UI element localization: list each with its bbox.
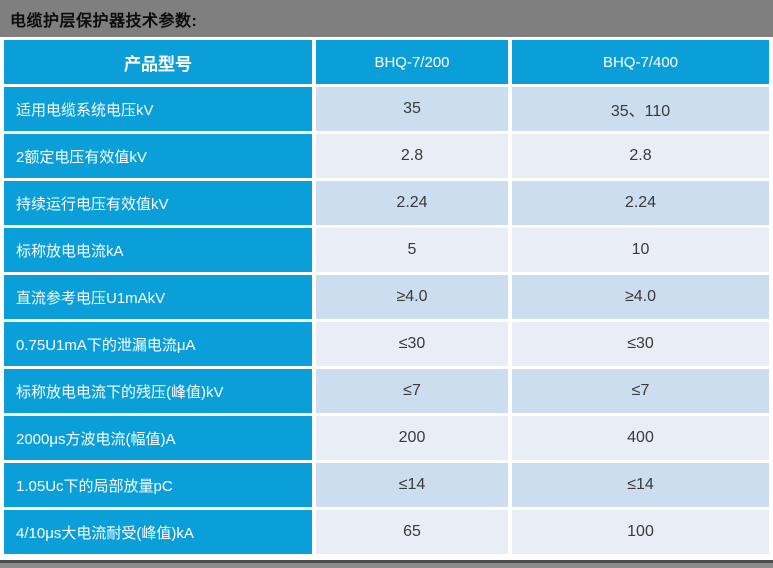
row-parameter-label: 标称放电电流下的残压(峰值)kV (4, 369, 312, 413)
row-parameter-label: 0.75U1mA下的泄漏电流μA (4, 322, 312, 366)
row-parameter-label: 直流参考电压U1mAkV (4, 275, 312, 319)
table-header-row: 产品型号 BHQ-7/200 BHQ-7/400 (4, 40, 769, 84)
row-value-bhq-7-200: ≥4.0 (316, 275, 508, 319)
table-row: 持续运行电压有效值kV 2.24 2.24 (4, 181, 769, 225)
row-parameter-label: 2000μs方波电流(幅值)A (4, 416, 312, 460)
spec-table-head: 产品型号 BHQ-7/200 BHQ-7/400 (4, 40, 769, 84)
row-value-bhq-7-400: 35、110 (512, 87, 769, 131)
row-value-bhq-7-200: 65 (316, 510, 508, 554)
table-row: 2000μs方波电流(幅值)A 200 400 (4, 416, 769, 460)
row-value-bhq-7-400: ≤30 (512, 322, 769, 366)
table-row: 标称放电电流kA 5 10 (4, 228, 769, 272)
table-row: 标称放电电流下的残压(峰值)kV ≤7 ≤7 (4, 369, 769, 413)
row-value-bhq-7-400: 2.8 (512, 134, 769, 178)
spec-table: 产品型号 BHQ-7/200 BHQ-7/400 适用电缆系统电压kV 35 3… (0, 37, 773, 557)
header-cell-product-model: 产品型号 (4, 40, 312, 84)
row-parameter-label: 4/10μs大电流耐受(峰值)kA (4, 510, 312, 554)
row-value-bhq-7-200: ≤14 (316, 463, 508, 507)
row-value-bhq-7-200: 2.8 (316, 134, 508, 178)
table-row: 0.75U1mA下的泄漏电流μA ≤30 ≤30 (4, 322, 769, 366)
row-value-bhq-7-400: 10 (512, 228, 769, 272)
row-value-bhq-7-200: 5 (316, 228, 508, 272)
row-parameter-label: 标称放电电流kA (4, 228, 312, 272)
header-cell-bhq-7-400: BHQ-7/400 (512, 40, 769, 84)
row-value-bhq-7-200: ≤30 (316, 322, 508, 366)
row-parameter-label: 持续运行电压有效值kV (4, 181, 312, 225)
table-row: 适用电缆系统电压kV 35 35、110 (4, 87, 769, 131)
row-value-bhq-7-200: 35 (316, 87, 508, 131)
row-value-bhq-7-400: ≤14 (512, 463, 769, 507)
row-parameter-label: 适用电缆系统电压kV (4, 87, 312, 131)
row-value-bhq-7-400: 100 (512, 510, 769, 554)
table-row: 1.05Uc下的局部放量pC ≤14 ≤14 (4, 463, 769, 507)
spec-table-body: 适用电缆系统电压kV 35 35、110 2额定电压有效值kV 2.8 2.8 … (4, 87, 769, 554)
row-value-bhq-7-400: ≤7 (512, 369, 769, 413)
table-row: 4/10μs大电流耐受(峰值)kA 65 100 (4, 510, 769, 554)
row-value-bhq-7-200: 200 (316, 416, 508, 460)
page-title: 电缆护层保护器技术参数: (10, 12, 198, 30)
row-parameter-label: 1.05Uc下的局部放量pC (4, 463, 312, 507)
row-value-bhq-7-400: 400 (512, 416, 769, 460)
row-value-bhq-7-400: ≥4.0 (512, 275, 769, 319)
header-cell-bhq-7-200: BHQ-7/200 (316, 40, 508, 84)
row-parameter-label: 2额定电压有效值kV (4, 134, 312, 178)
table-row: 直流参考电压U1mAkV ≥4.0 ≥4.0 (4, 275, 769, 319)
row-value-bhq-7-200: 2.24 (316, 181, 508, 225)
row-value-bhq-7-200: ≤7 (316, 369, 508, 413)
bottom-divider-line (0, 560, 773, 563)
bottom-gray-strip (0, 563, 773, 568)
table-row: 2额定电压有效值kV 2.8 2.8 (4, 134, 769, 178)
row-value-bhq-7-400: 2.24 (512, 181, 769, 225)
title-bar: 电缆护层保护器技术参数: (0, 0, 773, 37)
